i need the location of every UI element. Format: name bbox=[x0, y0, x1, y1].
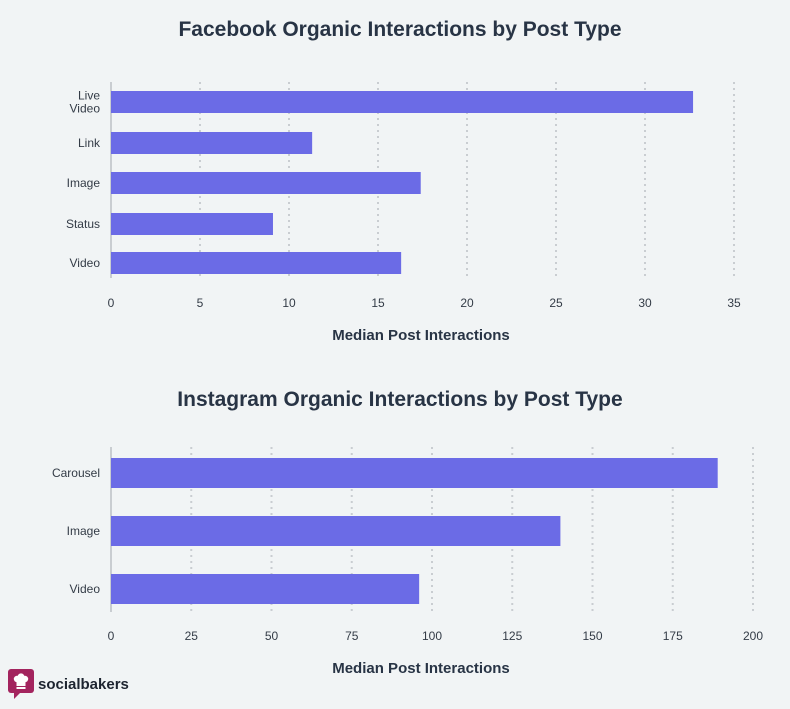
fb-category-label: Image bbox=[67, 176, 101, 190]
fb-chart-title: Facebook Organic Interactions by Post Ty… bbox=[178, 18, 621, 41]
fb-bar bbox=[111, 213, 273, 235]
fb-tick-label: 0 bbox=[108, 296, 115, 310]
ig-tick-label: 175 bbox=[663, 629, 683, 643]
fb-category-label: Video bbox=[70, 256, 101, 270]
ig-bar bbox=[111, 516, 561, 546]
fb-x-axis-label: Median Post Interactions bbox=[332, 327, 510, 344]
fb-category-label: Link bbox=[78, 136, 101, 150]
fb-bar bbox=[111, 132, 313, 154]
fb-bar bbox=[111, 91, 694, 113]
instagram-chart: Instagram Organic Interactions by Post T… bbox=[52, 388, 763, 677]
chef-hat-logo-icon bbox=[8, 669, 34, 699]
ig-tick-label: 50 bbox=[265, 629, 279, 643]
ig-bar bbox=[111, 458, 718, 488]
fb-bar bbox=[111, 172, 421, 194]
fb-category-label: Status bbox=[66, 217, 100, 231]
ig-tick-label: 0 bbox=[108, 629, 115, 643]
ig-tick-label: 75 bbox=[345, 629, 359, 643]
brand-name: socialbakers bbox=[38, 675, 129, 693]
fb-tick-label: 15 bbox=[371, 296, 385, 310]
fb-tick-label: 5 bbox=[197, 296, 204, 310]
fb-tick-label: 10 bbox=[282, 296, 296, 310]
ig-x-axis-label: Median Post Interactions bbox=[332, 660, 510, 677]
socialbakers-logo: socialbakers bbox=[8, 669, 129, 699]
fb-tick-label: 35 bbox=[727, 296, 741, 310]
ig-tick-label: 100 bbox=[422, 629, 442, 643]
ig-tick-label: 25 bbox=[185, 629, 199, 643]
ig-category-label: Image bbox=[67, 524, 101, 538]
fb-bar bbox=[111, 252, 402, 274]
fb-tick-label: 20 bbox=[460, 296, 474, 310]
ig-category-label: Carousel bbox=[52, 466, 100, 480]
ig-chart-title: Instagram Organic Interactions by Post T… bbox=[177, 388, 622, 411]
facebook-chart: Facebook Organic Interactions by Post Ty… bbox=[66, 18, 741, 344]
ig-category-label: Video bbox=[70, 582, 101, 596]
ig-tick-label: 125 bbox=[502, 629, 522, 643]
ig-tick-label: 150 bbox=[582, 629, 602, 643]
fb-category-label: Live Video bbox=[70, 89, 101, 116]
ig-tick-label: 200 bbox=[743, 629, 763, 643]
ig-bar bbox=[111, 574, 420, 604]
fb-tick-label: 30 bbox=[638, 296, 652, 310]
fb-tick-label: 25 bbox=[549, 296, 563, 310]
